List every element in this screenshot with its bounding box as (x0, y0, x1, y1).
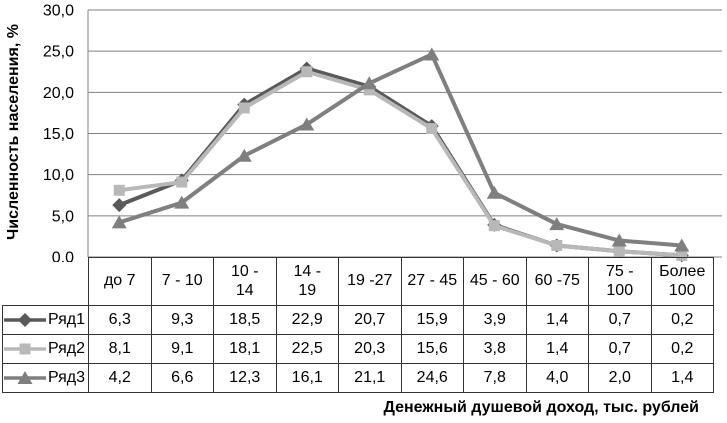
value-cell: 12,3 (213, 363, 277, 393)
y-tick-label: 10,0 (43, 167, 74, 184)
y-axis-title: Численность населения, % (5, 24, 22, 240)
value-cell: 6,3 (88, 305, 152, 335)
square-legend-marker-icon (4, 343, 46, 355)
y-tick-label: 20,0 (43, 85, 74, 102)
value-cell: 0,7 (588, 334, 652, 364)
value-cell: 22,9 (275, 305, 339, 335)
value-cell: 0,2 (650, 305, 714, 335)
value-cell: 6,6 (150, 363, 214, 393)
triangle-marker-icon (424, 47, 440, 61)
table-row-Ряд2: Ряд2 8,1 9,1 18,1 22,5 20,3 15,6 3,8 1,4 0,7 0,2 (2, 334, 714, 364)
square-marker-icon (488, 220, 500, 232)
value-cell: 1,4 (525, 305, 589, 335)
square-marker-icon (238, 102, 250, 114)
value-cell: 0,7 (588, 305, 652, 335)
diamond-legend-marker-icon (4, 313, 46, 327)
triangle-marker-icon (549, 217, 565, 231)
diamond-marker-icon (112, 198, 127, 213)
value-cell: 1,4 (650, 363, 714, 393)
square-marker-icon (113, 184, 125, 196)
triangle-marker-icon (674, 238, 690, 252)
category-header: 19 -27 (338, 257, 402, 306)
category-header: 10 - 14 (213, 257, 277, 306)
square-marker-icon (613, 245, 625, 257)
value-cell: 2,0 (588, 363, 652, 393)
category-header: до 7 (88, 257, 152, 306)
category-header: 75 - 100 (588, 257, 652, 306)
y-tick-label: 0,0 (52, 250, 74, 263)
category-header: 60 -75 (525, 257, 589, 306)
triangle-marker-icon (236, 148, 252, 162)
value-cell: 18,5 (213, 305, 277, 335)
value-cell: 18,1 (213, 334, 277, 364)
triangle-legend-marker-icon (17, 371, 33, 384)
series-line-Ряд1 (117, 66, 684, 258)
series-line-Ряд3 (117, 52, 684, 248)
triangle-marker-icon (111, 215, 127, 229)
value-cell: 15,9 (400, 305, 464, 335)
value-cell: 21,1 (338, 363, 402, 393)
triangle-marker-icon (361, 76, 377, 90)
diamond-legend-marker-icon (18, 313, 32, 327)
legend-cell-Ряд2: Ряд2 (2, 334, 89, 364)
value-cell: 20,7 (338, 305, 402, 335)
value-cell: 3,8 (463, 334, 527, 364)
value-cell: 0,2 (650, 334, 714, 364)
line-chart-plot-area: 30,0 25,0 20,0 15,0 10,0 5,0 0,0 (43, 3, 722, 263)
value-cell: 15,6 (400, 334, 464, 364)
triangle-marker-icon (486, 185, 502, 199)
square-marker-icon (551, 239, 563, 251)
value-cell: 8,1 (88, 334, 152, 364)
value-cell: 1,4 (525, 334, 589, 364)
value-cell: 4,0 (525, 363, 589, 393)
square-legend-marker-icon (19, 343, 31, 355)
x-axis-title: Денежный душевой доход, тыс. рублей (383, 399, 699, 416)
triangle-marker-icon (611, 233, 627, 247)
category-header: Более 100 (650, 257, 714, 306)
category-header: 7 - 10 (150, 257, 214, 306)
y-tick-label: 25,0 (43, 44, 74, 61)
legend-column-header (3, 258, 89, 306)
category-header: 45 - 60 (463, 257, 527, 306)
square-marker-icon (176, 176, 188, 188)
category-header: 27 - 45 (400, 257, 464, 306)
legend-label: Ряд1 (48, 310, 86, 328)
square-marker-icon (301, 66, 313, 78)
value-cell: 9,3 (150, 305, 214, 335)
triangle-legend-marker-icon (4, 371, 46, 384)
value-cell: 16,1 (275, 363, 339, 393)
value-cell: 3,9 (463, 305, 527, 335)
square-marker-icon (676, 249, 688, 261)
legend-label: Ряд3 (48, 368, 86, 386)
triangle-marker-icon (299, 117, 315, 131)
table-row-Ряд3: Ряд3 4,2 6,6 12,3 16,1 21,1 24,6 7,8 4,0 2,0 1,4 (2, 363, 714, 393)
legend-cell-Ряд1: Ряд1 (2, 305, 89, 335)
square-marker-icon (363, 84, 375, 96)
category-header: 14 - 19 (275, 257, 339, 306)
value-cell: 9,1 (150, 334, 214, 364)
value-cell: 7,8 (463, 363, 527, 393)
series-line-Ряд2 (117, 69, 684, 258)
square-marker-icon (426, 123, 438, 135)
y-tick-label: 15,0 (43, 126, 74, 143)
triangle-marker-icon (174, 195, 190, 209)
value-cell: 20,3 (338, 334, 402, 364)
legend-cell-Ряд3: Ряд3 (2, 363, 89, 393)
value-cell: 4,2 (88, 363, 152, 393)
value-cell: 24,6 (400, 363, 464, 393)
value-cell: 22,5 (275, 334, 339, 364)
table-row-Ряд1: Ряд1 6,3 9,3 18,5 22,9 20,7 15,9 3,9 1,4 0,7 0,2 (2, 305, 714, 335)
y-tick-label: 30,0 (43, 3, 74, 20)
y-tick-label: 5,0 (52, 208, 74, 225)
legend-label: Ряд2 (48, 339, 86, 357)
